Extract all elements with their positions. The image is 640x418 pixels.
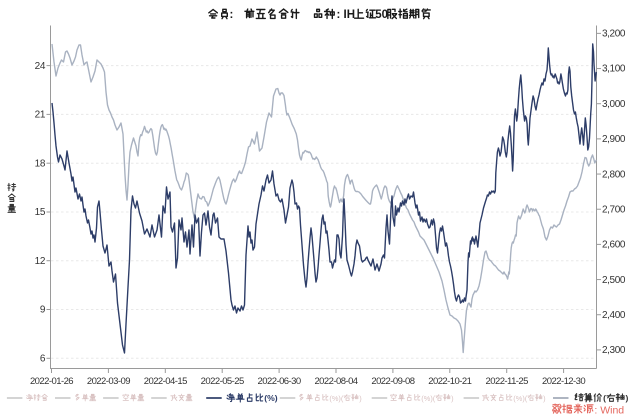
svg-text:2022-05-25: 2022-05-25 xyxy=(201,376,244,387)
svg-text:(%): (%) xyxy=(264,393,278,403)
svg-text:2,700: 2,700 xyxy=(602,204,626,215)
svg-text:12: 12 xyxy=(35,256,46,267)
svg-text:2022-04-15: 2022-04-15 xyxy=(144,376,187,387)
svg-text::: : xyxy=(337,9,341,21)
svg-text:): ) xyxy=(626,393,629,403)
svg-text:18: 18 xyxy=(35,158,46,169)
svg-text:3,200: 3,200 xyxy=(602,29,626,40)
svg-text:2022-01-26: 2022-01-26 xyxy=(30,376,73,387)
svg-text:15: 15 xyxy=(35,207,46,218)
svg-text:2,300: 2,300 xyxy=(602,345,626,356)
svg-text:2022-03-09: 2022-03-09 xyxy=(87,376,130,387)
svg-text:(%)(: (%)( xyxy=(329,394,343,403)
svg-text:2022-12-30: 2022-12-30 xyxy=(542,376,585,387)
svg-text:2,400: 2,400 xyxy=(602,310,626,321)
svg-text:(%)(: (%)( xyxy=(513,394,527,403)
svg-text:3,000: 3,000 xyxy=(602,99,626,110)
svg-text:): ) xyxy=(451,394,453,403)
svg-text::: : xyxy=(230,9,234,21)
svg-text:2,500: 2,500 xyxy=(602,275,626,286)
svg-text:9: 9 xyxy=(40,305,46,316)
svg-text:): ) xyxy=(359,394,361,403)
svg-text:2,900: 2,900 xyxy=(602,134,626,145)
svg-text:21: 21 xyxy=(35,110,46,121)
svg-text:: Wind: : Wind xyxy=(594,405,624,417)
svg-text:): ) xyxy=(543,394,545,403)
svg-text:2022-09-08: 2022-09-08 xyxy=(371,376,414,387)
svg-text:(: ( xyxy=(603,393,606,403)
svg-text:2,800: 2,800 xyxy=(602,169,626,180)
svg-text:2022-11-25: 2022-11-25 xyxy=(486,376,529,387)
svg-text:(%)(: (%)( xyxy=(421,394,435,403)
svg-text:3,100: 3,100 xyxy=(602,64,626,75)
svg-text:24: 24 xyxy=(35,61,46,72)
svg-text:2022-08-04: 2022-08-04 xyxy=(314,376,357,387)
svg-text:50: 50 xyxy=(375,9,388,21)
svg-text:2022-06-30: 2022-06-30 xyxy=(258,376,301,387)
svg-text:2022-10-21: 2022-10-21 xyxy=(428,376,471,387)
svg-text:6: 6 xyxy=(40,354,46,365)
svg-text:IH: IH xyxy=(344,9,356,21)
svg-text:2,600: 2,600 xyxy=(602,240,626,251)
